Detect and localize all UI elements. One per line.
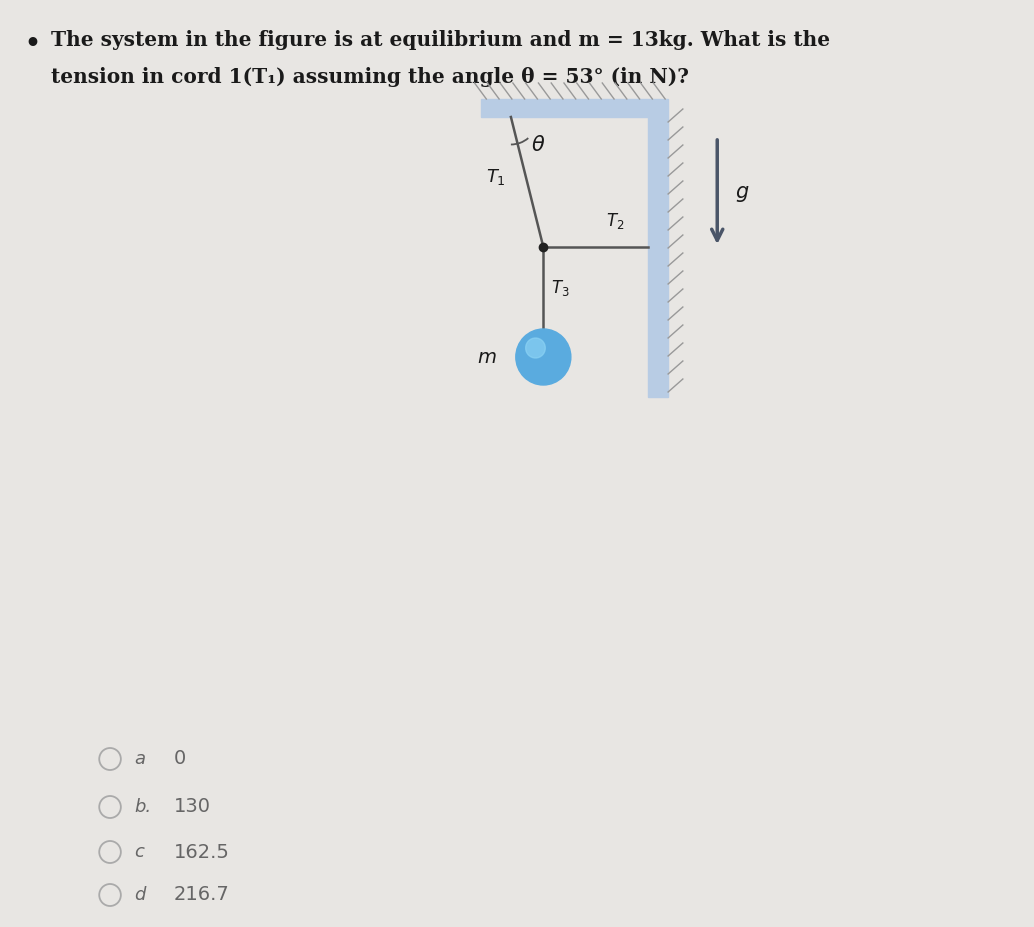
Text: •: • (25, 32, 40, 56)
Text: tension in cord 1(T₁) assuming the angle θ = 53° (in N)?: tension in cord 1(T₁) assuming the angle… (51, 67, 689, 87)
Text: $T_2$: $T_2$ (606, 211, 625, 231)
Text: c: c (134, 843, 145, 861)
Text: b.: b. (134, 798, 152, 816)
Text: The system in the figure is at equilibrium and m = 13kg. What is the: The system in the figure is at equilibri… (51, 30, 830, 50)
Bar (482, 99, 668, 117)
Text: g: g (735, 182, 749, 202)
Circle shape (525, 338, 545, 358)
Text: $T_3$: $T_3$ (551, 278, 570, 298)
Bar (648, 117, 668, 397)
Text: 0: 0 (174, 750, 186, 768)
Text: $\theta$: $\theta$ (530, 135, 545, 155)
Text: 130: 130 (174, 797, 211, 817)
Text: d: d (134, 886, 146, 904)
Circle shape (516, 329, 571, 385)
Text: 162.5: 162.5 (174, 843, 230, 861)
Text: m: m (477, 348, 496, 366)
Text: $T_1$: $T_1$ (486, 167, 506, 187)
Text: a: a (134, 750, 146, 768)
Text: 216.7: 216.7 (174, 885, 230, 905)
